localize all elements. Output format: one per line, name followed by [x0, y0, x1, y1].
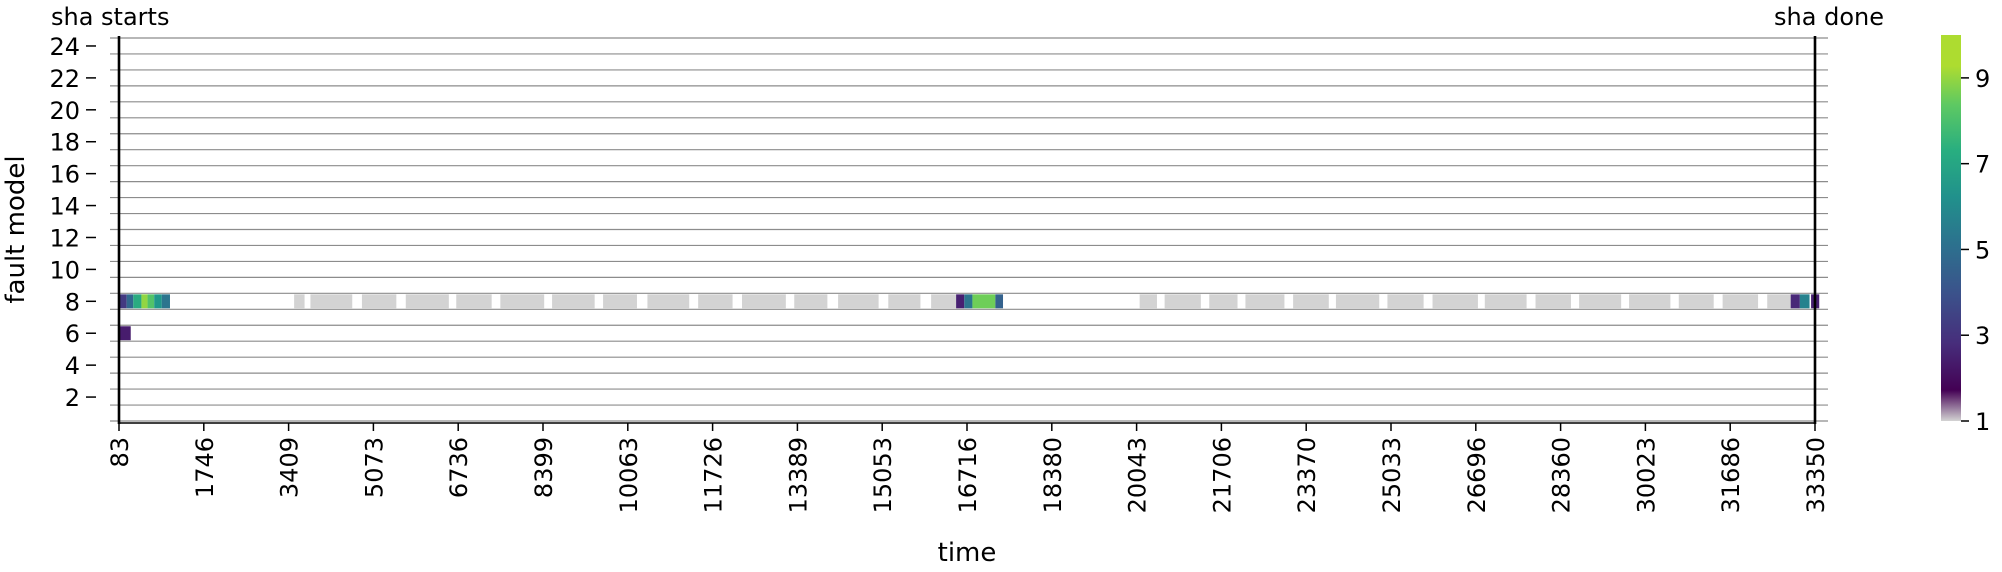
y-tick-label: 8: [65, 288, 80, 316]
heatmap-cell: [1485, 294, 1527, 308]
x-tick-label: 16716: [954, 437, 982, 513]
x-tick-label: 10063: [615, 437, 643, 513]
heatmap-cell: [162, 294, 170, 308]
heatmap-cell: [500, 294, 544, 308]
x-tick-label: 11726: [700, 437, 728, 513]
heatmap-cell: [931, 294, 956, 308]
x-tick-label: 1746: [191, 437, 219, 498]
heatmap-cell: [310, 294, 352, 308]
x-tick-label: 23370: [1293, 437, 1321, 513]
heatmap-cell: [406, 294, 449, 308]
heatmap-cell: [995, 294, 1003, 308]
colorbar-gradient: [1941, 35, 1961, 421]
heatmap-cell: [1293, 294, 1329, 308]
x-tick-label: 18380: [1039, 437, 1067, 513]
colorbar-tick-label: 5: [1975, 236, 1990, 264]
x-tick-label: 33350: [1802, 437, 1830, 513]
y-tick-label: 10: [49, 256, 80, 284]
x-tick-label: 13389: [784, 437, 812, 513]
heatmap-cell: [1387, 294, 1423, 308]
annotation-sha-starts: sha starts: [51, 3, 169, 31]
chart-axes: 83 1746 3409 5073 6736 8399 10063 11726 13389 150…: [49, 33, 1830, 513]
x-tick-label: 5073: [360, 437, 388, 498]
heatmap-cell: [1140, 294, 1157, 308]
heatmap-cell: [838, 294, 879, 308]
heatmap-cell: [972, 294, 995, 308]
x-tick-label: 20043: [1124, 437, 1152, 513]
y-tick-label: 24: [49, 33, 80, 61]
heatmap-cell: [888, 294, 920, 308]
heatmap-cell: [1679, 294, 1714, 308]
x-tick-label: 31686: [1717, 437, 1745, 513]
heatmap-cell: [1800, 294, 1810, 308]
heatmap-cell: [154, 294, 162, 308]
heatmap-cell: [1791, 294, 1800, 308]
heatmap-cell: [1767, 294, 1790, 308]
y-tick-label: 2: [65, 384, 80, 412]
x-tick-label: 8399: [530, 437, 558, 498]
heatmap-cell: [647, 294, 689, 308]
heatmap-cell: [1629, 294, 1670, 308]
y-tick-label: 6: [65, 320, 80, 348]
heatmap-cell: [1209, 294, 1237, 308]
heatmap-cell: [127, 294, 134, 308]
heatmap-cell: [1245, 294, 1284, 308]
y-tick-label: 12: [49, 224, 80, 252]
horizontal-gridlines: [110, 38, 1828, 421]
x-tick-label: 28360: [1548, 437, 1576, 513]
heatmap-cell: [1723, 294, 1758, 308]
y-axis-label: fault model: [1, 155, 31, 303]
x-tick-label: 30023: [1632, 437, 1660, 513]
colorbar: 1 3 5 7 9: [1941, 35, 1990, 436]
x-axis-label: time: [938, 538, 997, 568]
colorbar-tick-label: 7: [1975, 151, 1990, 179]
heatmap-cell: [119, 326, 131, 340]
colorbar-tick-label: 9: [1975, 65, 1990, 93]
heatmap-cell: [964, 294, 972, 308]
x-tick-label: 15053: [869, 437, 897, 513]
colorbar-tick-label: 1: [1975, 408, 1990, 436]
heatmap-cell: [1536, 294, 1571, 308]
colorbar-tick-label: 3: [1975, 322, 1990, 350]
colorbar-ticks: 1 3 5 7 9: [1961, 65, 1990, 436]
x-tick-label: 6736: [445, 437, 473, 498]
heatmap-cell: [956, 294, 964, 308]
heatmap-cell: [294, 294, 304, 308]
heatmap-cell: [698, 294, 732, 308]
heatmap-cell: [141, 294, 147, 308]
heatmap-cell: [362, 294, 396, 308]
heatmap-cell: [148, 294, 155, 308]
heatmap-cell: [133, 294, 141, 308]
heatmap-cell: [1579, 294, 1621, 308]
y-tick-label: 14: [49, 193, 80, 221]
x-tick-label: 83: [106, 437, 134, 468]
x-tick-label: 3409: [276, 437, 304, 498]
heatmap-cell: [1433, 294, 1478, 308]
heatmap-cell: [1336, 294, 1379, 308]
heatmap-cell: [603, 294, 637, 308]
x-tick-label: 21706: [1208, 437, 1236, 513]
heatmap-cell: [552, 294, 595, 308]
heatmap-cells: [119, 294, 1819, 340]
y-tick-label: 22: [49, 65, 80, 93]
y-tick-label: 16: [49, 161, 80, 189]
heatmap-cell: [456, 294, 491, 308]
heatmap-cell: [1165, 294, 1201, 308]
y-tick-label: 4: [65, 352, 80, 380]
x-tick-label: 25033: [1378, 437, 1406, 513]
y-tick-label: 20: [49, 97, 80, 125]
heatmap-cell: [742, 294, 786, 308]
heatmap-cell: [794, 294, 827, 308]
annotation-sha-done: sha done: [1774, 3, 1884, 31]
y-tick-label: 18: [49, 129, 80, 157]
x-tick-label: 26696: [1463, 437, 1491, 513]
